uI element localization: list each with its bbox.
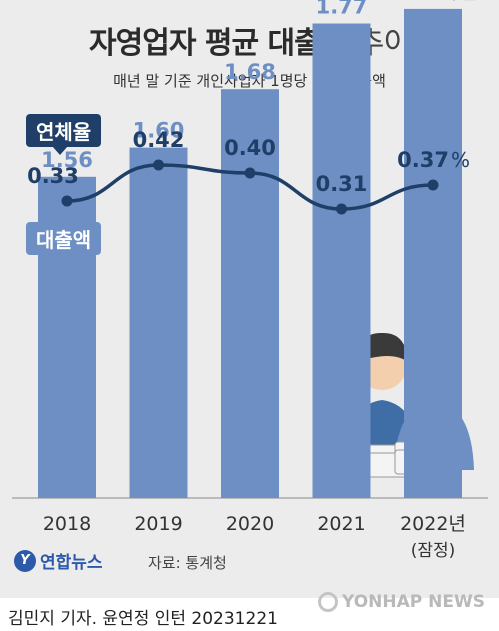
x-tick-sublabel: (잠정)	[411, 541, 456, 561]
rate-point	[153, 159, 164, 171]
loan-unit-label: 억 원	[441, 0, 478, 4]
x-tick-label: 2020	[226, 513, 274, 535]
rate-point	[336, 203, 347, 215]
x-tick-label: 2019	[134, 513, 182, 535]
rate-point-label: 0.40	[224, 136, 276, 160]
rate-point	[244, 167, 256, 179]
loan-bar	[312, 23, 371, 498]
source-note: 자료: 통계청	[148, 554, 227, 572]
loan-bar	[129, 147, 188, 498]
loan-bar-label: 1.79	[387, 0, 439, 4]
x-tick-label: 2018	[43, 513, 91, 535]
watermark-text: YONHAP NEWS	[342, 592, 485, 612]
brand-logo: Y 연합뉴스	[14, 548, 103, 573]
x-tick-label: 2022년	[400, 513, 466, 535]
brand-name: 연합뉴스	[40, 553, 103, 573]
watermark-logo-icon	[318, 592, 339, 612]
rate-point-label: 0.42	[133, 128, 185, 152]
x-tick-label: 2021	[317, 513, 365, 535]
watermark: YONHAP NEWS	[318, 592, 485, 612]
loan-bar	[404, 8, 462, 499]
page-title: 자영업자 평균 대출액 추이	[0, 18, 499, 62]
byline: 김민지 기자. 윤연정 인턴 20231221	[8, 609, 278, 629]
rate-point-label: 0.33	[27, 164, 79, 188]
rate-point	[61, 195, 73, 207]
yonhap-logo-icon: Y	[14, 549, 36, 572]
loan-bar-label: 1.60	[133, 119, 185, 143]
rate-point-label: 0.37	[397, 148, 449, 172]
loan-bar-label: 1.68	[224, 60, 276, 84]
loan-bar	[221, 89, 279, 498]
loan-series-tag: 대출액	[26, 222, 102, 263]
title-main: 자영업자 평균 대출액	[89, 26, 348, 61]
rate-point-label: 0.31	[316, 172, 368, 196]
rate-point	[427, 179, 439, 191]
rate-unit-label: %	[451, 148, 470, 172]
rate-series-tag: 연체율	[26, 114, 102, 155]
loan-bar-label: 1.77	[316, 0, 368, 19]
